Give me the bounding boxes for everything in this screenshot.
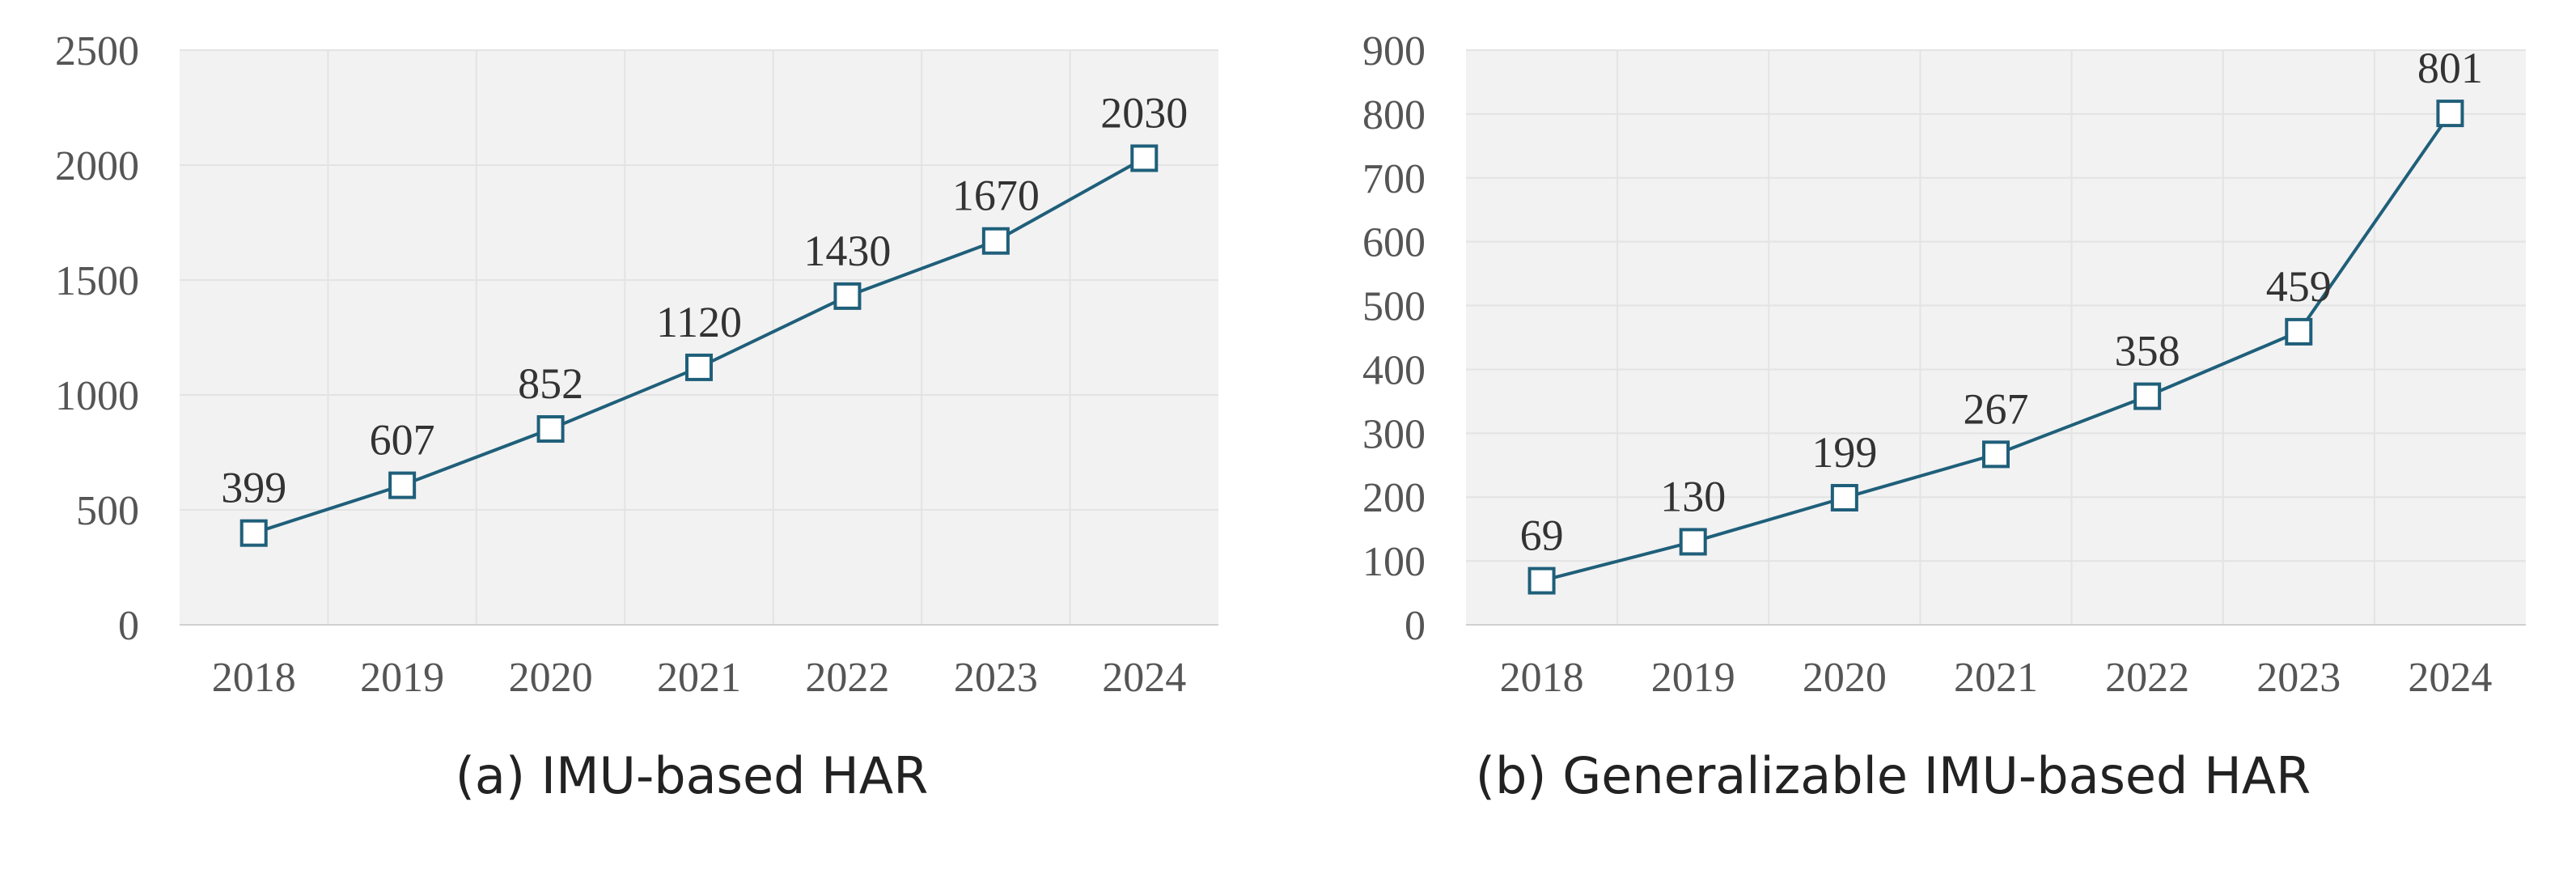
plot-area — [180, 50, 1218, 625]
data-label: 2030 — [1100, 88, 1188, 137]
chart-b-caption: (b) Generalizable IMU-based HAR — [1476, 746, 2311, 805]
y-tick-label: 700 — [1362, 156, 1426, 202]
data-point-marker — [685, 353, 713, 381]
x-tick-label: 2024 — [2408, 655, 2492, 701]
x-tick-label: 2024 — [1102, 655, 1186, 701]
x-tick-label: 2021 — [1954, 655, 2038, 701]
data-label: 459 — [2266, 262, 2332, 311]
chart-b-generalizable-imu-based-har: 0 100 200 300 400 500 600 700 800 900 2018 2019 2020… — [1362, 28, 2526, 701]
y-tick-label: 2500 — [55, 28, 139, 74]
plot-area — [1466, 50, 2526, 625]
x-tick-label: 2023 — [2256, 655, 2341, 701]
y-tick-label: 500 — [76, 488, 139, 534]
chart-a-caption: (a) IMU-based HAR — [455, 746, 929, 805]
y-tick-label: 0 — [118, 603, 139, 649]
y-tick-label: 2000 — [55, 143, 139, 189]
x-tick-label: 2021 — [657, 655, 741, 701]
data-point-marker — [1679, 528, 1707, 556]
data-label: 358 — [2115, 327, 2180, 376]
x-tick-label: 2019 — [360, 655, 444, 701]
data-point-marker — [1130, 144, 1159, 172]
y-tick-label: 1500 — [55, 258, 139, 304]
x-tick-label: 2022 — [2105, 655, 2189, 701]
y-tick-label: 800 — [1362, 92, 1426, 138]
data-point-marker — [1830, 484, 1858, 512]
y-tick-label: 0 — [1405, 603, 1426, 649]
x-tick-label: 2019 — [1651, 655, 1735, 701]
data-point-marker — [2285, 317, 2313, 346]
y-tick-label: 400 — [1362, 347, 1426, 393]
data-point-marker — [981, 227, 1010, 255]
chart-a-imu-based-har: 0 500 1000 1500 2000 2500 2018 2019 2020 2021 2022… — [55, 28, 1218, 701]
data-point-marker — [536, 415, 565, 444]
y-tick-label: 500 — [1362, 284, 1426, 330]
data-point-marker — [388, 471, 417, 499]
data-label: 1670 — [952, 172, 1040, 220]
y-tick-label: 300 — [1362, 411, 1426, 457]
data-label: 801 — [2417, 44, 2483, 92]
data-label: 267 — [1964, 384, 2029, 433]
x-tick-label: 2023 — [954, 655, 1038, 701]
data-label: 399 — [221, 464, 286, 512]
data-point-marker — [239, 519, 268, 547]
x-tick-label: 2020 — [1803, 655, 1887, 701]
data-label: 69 — [1520, 511, 1564, 560]
data-label: 607 — [370, 416, 435, 465]
y-tick-label: 200 — [1362, 475, 1426, 521]
y-tick-label: 600 — [1362, 220, 1426, 266]
x-tick-label: 2018 — [212, 655, 296, 701]
y-tick-label: 900 — [1362, 28, 1426, 74]
data-point-marker — [1982, 440, 2010, 469]
data-point-marker — [1527, 567, 1556, 595]
x-tick-label: 2018 — [1500, 655, 1584, 701]
data-label: 130 — [1660, 472, 1726, 520]
y-tick-label: 1000 — [55, 373, 139, 419]
data-point-marker — [2133, 382, 2162, 410]
y-tick-label: 100 — [1362, 539, 1426, 585]
data-label: 1430 — [803, 227, 891, 275]
data-label: 1120 — [656, 298, 742, 346]
x-tick-label: 2022 — [805, 655, 889, 701]
data-point-marker — [833, 282, 862, 310]
data-point-marker — [2436, 100, 2464, 128]
data-label: 199 — [1811, 428, 1877, 477]
data-label: 852 — [518, 359, 583, 408]
x-tick-label: 2020 — [509, 655, 593, 701]
